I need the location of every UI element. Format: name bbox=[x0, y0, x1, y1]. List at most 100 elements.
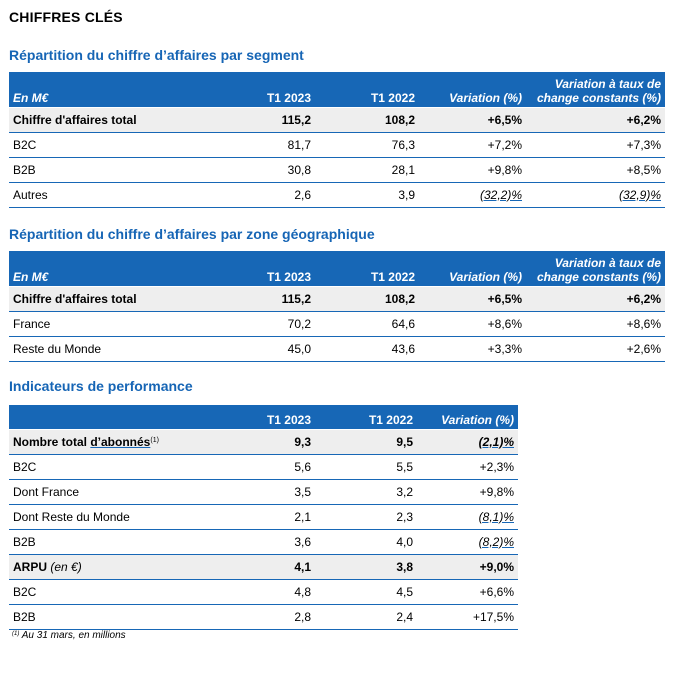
cell-t1-2022: 3,2 bbox=[315, 479, 417, 505]
cell-t1-2023: 4,1 bbox=[213, 554, 315, 580]
cell-variation: (2,1)% bbox=[417, 429, 518, 455]
cell-t1-2022: 43,6 bbox=[315, 336, 419, 362]
row-label: Chiffre d'affaires total bbox=[9, 107, 213, 133]
table-row-total: Chiffre d'affaires total 115,2 108,2 +6,… bbox=[9, 107, 665, 133]
table-row: France 70,2 64,6 +8,6% +8,6% bbox=[9, 311, 665, 337]
header-unit: En M€ bbox=[9, 251, 213, 287]
cell-variation-constant: +7,3% bbox=[526, 132, 665, 158]
header-t1-2022: T1 2022 bbox=[315, 251, 419, 287]
footnote: (1) Au 31 mars, en millions bbox=[12, 630, 126, 641]
cell-variation-constant: +8,6% bbox=[526, 311, 665, 337]
cell-variation: +2,3% bbox=[417, 454, 518, 480]
row-label: B2B bbox=[9, 604, 213, 630]
cell-t1-2023: 9,3 bbox=[213, 429, 315, 455]
row-label: B2C bbox=[9, 579, 213, 605]
page-title: CHIFFRES CLÉS bbox=[9, 9, 123, 25]
cell-t1-2023: 3,6 bbox=[213, 529, 315, 555]
cell-t1-2023: 115,2 bbox=[213, 107, 315, 133]
cell-t1-2022: 4,0 bbox=[315, 529, 417, 555]
header-t1-2023: T1 2023 bbox=[213, 405, 315, 430]
header-variation-constant: Variation à taux de change constants (%) bbox=[526, 72, 665, 108]
table-header-row: T1 2023 T1 2022 Variation (%) bbox=[9, 405, 518, 430]
table-row: B2C 81,7 76,3 +7,2% +7,3% bbox=[9, 132, 665, 158]
cell-variation: +7,2% bbox=[419, 132, 526, 158]
cell-t1-2023: 2,6 bbox=[213, 182, 315, 208]
table-row: Dont Reste du Monde 2,1 2,3 (8,1)% bbox=[9, 504, 518, 530]
table-header-row: En M€ T1 2023 T1 2022 Variation (%) Vari… bbox=[9, 72, 665, 108]
header-t1-2023: T1 2023 bbox=[213, 251, 315, 287]
table-row: Dont France 3,5 3,2 +9,8% bbox=[9, 479, 518, 505]
row-label: France bbox=[9, 311, 213, 337]
cell-variation: (8,1)% bbox=[417, 504, 518, 530]
cell-t1-2022: 5,5 bbox=[315, 454, 417, 480]
cell-variation: +6,5% bbox=[419, 286, 526, 312]
cell-variation: (32,2)% bbox=[419, 182, 526, 208]
cell-t1-2022: 3,9 bbox=[315, 182, 419, 208]
cell-t1-2023: 2,1 bbox=[213, 504, 315, 530]
cell-t1-2023: 5,6 bbox=[213, 454, 315, 480]
row-label: Autres bbox=[9, 182, 213, 208]
header-blank bbox=[9, 405, 213, 430]
table-row-total: Chiffre d'affaires total 115,2 108,2 +6,… bbox=[9, 286, 665, 312]
cell-t1-2022: 76,3 bbox=[315, 132, 419, 158]
cell-t1-2023: 115,2 bbox=[213, 286, 315, 312]
header-variation: Variation (%) bbox=[419, 72, 526, 108]
row-label: Reste du Monde bbox=[9, 336, 213, 362]
table-row: B2C 5,6 5,5 +2,3% bbox=[9, 454, 518, 480]
row-label: Nombre total d’abonnés(1) bbox=[9, 429, 213, 455]
cell-t1-2023: 45,0 bbox=[213, 336, 315, 362]
cell-t1-2022: 2,3 bbox=[315, 504, 417, 530]
cell-variation-constant: +6,2% bbox=[526, 107, 665, 133]
cell-variation: +3,3% bbox=[419, 336, 526, 362]
table-row: Autres 2,6 3,9 (32,2)% (32,9)% bbox=[9, 182, 665, 208]
row-label: Chiffre d'affaires total bbox=[9, 286, 213, 312]
segment-section-title: Répartition du chiffre d’affaires par se… bbox=[9, 47, 304, 63]
cell-variation-constant: +8,5% bbox=[526, 157, 665, 183]
cell-t1-2023: 2,8 bbox=[213, 604, 315, 630]
cell-variation: +9,8% bbox=[417, 479, 518, 505]
row-label: Dont Reste du Monde bbox=[9, 504, 213, 530]
cell-t1-2023: 30,8 bbox=[213, 157, 315, 183]
table-row-total-arpu: ARPU (en €) 4,1 3,8 +9,0% bbox=[9, 554, 518, 580]
row-label: B2C bbox=[9, 132, 213, 158]
table-row: B2C 4,8 4,5 +6,6% bbox=[9, 579, 518, 605]
table-row: B2B 3,6 4,0 (8,2)% bbox=[9, 529, 518, 555]
geo-section-title: Répartition du chiffre d’affaires par zo… bbox=[9, 226, 375, 242]
cell-t1-2022: 64,6 bbox=[315, 311, 419, 337]
kpi-section-title: Indicateurs de performance bbox=[9, 378, 193, 394]
cell-t1-2022: 28,1 bbox=[315, 157, 419, 183]
header-variation: Variation (%) bbox=[417, 405, 518, 430]
cell-variation: +8,6% bbox=[419, 311, 526, 337]
table-row: Reste du Monde 45,0 43,6 +3,3% +2,6% bbox=[9, 336, 665, 362]
cell-variation: +6,5% bbox=[419, 107, 526, 133]
geo-revenue-table: En M€ T1 2023 T1 2022 Variation (%) Vari… bbox=[9, 251, 665, 362]
table-row: B2B 30,8 28,1 +9,8% +8,5% bbox=[9, 157, 665, 183]
row-label: B2C bbox=[9, 454, 213, 480]
table-header-row: En M€ T1 2023 T1 2022 Variation (%) Vari… bbox=[9, 251, 665, 287]
cell-t1-2022: 9,5 bbox=[315, 429, 417, 455]
cell-variation-constant: (32,9)% bbox=[526, 182, 665, 208]
row-label: B2B bbox=[9, 529, 213, 555]
header-variation-constant: Variation à taux de change constants (%) bbox=[526, 251, 665, 287]
cell-t1-2023: 81,7 bbox=[213, 132, 315, 158]
cell-variation: +6,6% bbox=[417, 579, 518, 605]
cell-variation: (8,2)% bbox=[417, 529, 518, 555]
cell-variation: +9,8% bbox=[419, 157, 526, 183]
header-t1-2022: T1 2022 bbox=[315, 72, 419, 108]
table-row: B2B 2,8 2,4 +17,5% bbox=[9, 604, 518, 630]
header-t1-2022: T1 2022 bbox=[315, 405, 417, 430]
cell-variation-constant: +6,2% bbox=[526, 286, 665, 312]
cell-t1-2023: 4,8 bbox=[213, 579, 315, 605]
cell-variation: +17,5% bbox=[417, 604, 518, 630]
table-row-total-subscribers: Nombre total d’abonnés(1) 9,3 9,5 (2,1)% bbox=[9, 429, 518, 455]
cell-t1-2023: 70,2 bbox=[213, 311, 315, 337]
cell-t1-2023: 3,5 bbox=[213, 479, 315, 505]
cell-variation: +9,0% bbox=[417, 554, 518, 580]
cell-t1-2022: 2,4 bbox=[315, 604, 417, 630]
header-t1-2023: T1 2023 bbox=[213, 72, 315, 108]
cell-variation-constant: +2,6% bbox=[526, 336, 665, 362]
row-label: B2B bbox=[9, 157, 213, 183]
segment-revenue-table: En M€ T1 2023 T1 2022 Variation (%) Vari… bbox=[9, 72, 665, 208]
cell-t1-2022: 108,2 bbox=[315, 286, 419, 312]
row-label: Dont France bbox=[9, 479, 213, 505]
